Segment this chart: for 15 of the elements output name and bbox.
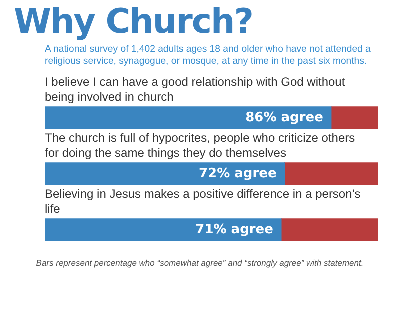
bar: [45, 106, 332, 130]
text: Bars represent percentage who “somewhat agree” and “strongly agree” with statement.: [35, 258, 365, 268]
data-label: 86% agree: [246, 110, 324, 126]
data-label: 71% agree: [196, 222, 274, 238]
bar: [331, 106, 378, 130]
y-tick-label: Believing in Jesus makes a positive difference in a person’s life: [45, 187, 361, 216]
y-tick-label: The church is full of hypocrites, people who criticize others for doing the same things they do themselves: [45, 131, 356, 160]
chart-subtitle: A national survey of 1,402 adults ages 18 and older who have not attended a religious service, synagogue, or mosque, at any time in the past six months.: [45, 44, 372, 68]
bar: [45, 218, 282, 242]
bar: [284, 162, 378, 186]
y-tick-label: I believe I can have a good relationship with God without being involved in church: [45, 75, 346, 104]
chart-title: Why Church?: [14, 2, 253, 42]
bar: [45, 162, 286, 186]
data-label: 72% agree: [198, 166, 277, 182]
bar: [281, 218, 378, 242]
